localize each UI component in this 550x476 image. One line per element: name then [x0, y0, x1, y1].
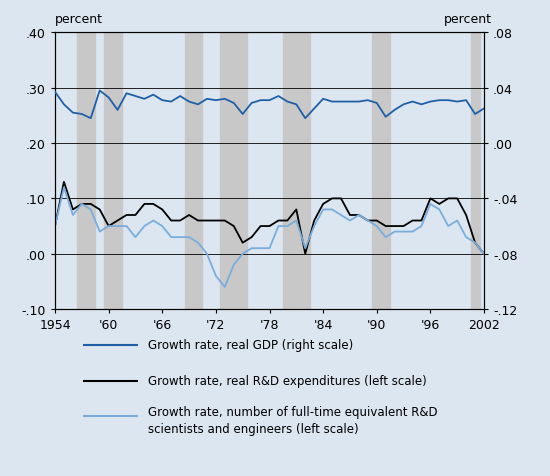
Bar [185, 33, 202, 309]
Bar [292, 33, 310, 309]
Bar [221, 33, 247, 309]
Text: Growth rate, real GDP (right scale): Growth rate, real GDP (right scale) [148, 338, 354, 352]
Text: Growth rate, real R&D expenditures (left scale): Growth rate, real R&D expenditures (left… [148, 374, 427, 387]
Text: scientists and engineers (left scale): scientists and engineers (left scale) [148, 422, 359, 435]
Text: percent: percent [55, 13, 103, 26]
Bar [283, 33, 292, 309]
Bar [372, 33, 390, 309]
Text: Growth rate, number of full-time equivalent R&D: Growth rate, number of full-time equival… [148, 405, 438, 418]
Text: percent: percent [444, 13, 492, 26]
Bar [104, 33, 122, 309]
Bar [78, 33, 95, 309]
Bar [471, 33, 480, 309]
